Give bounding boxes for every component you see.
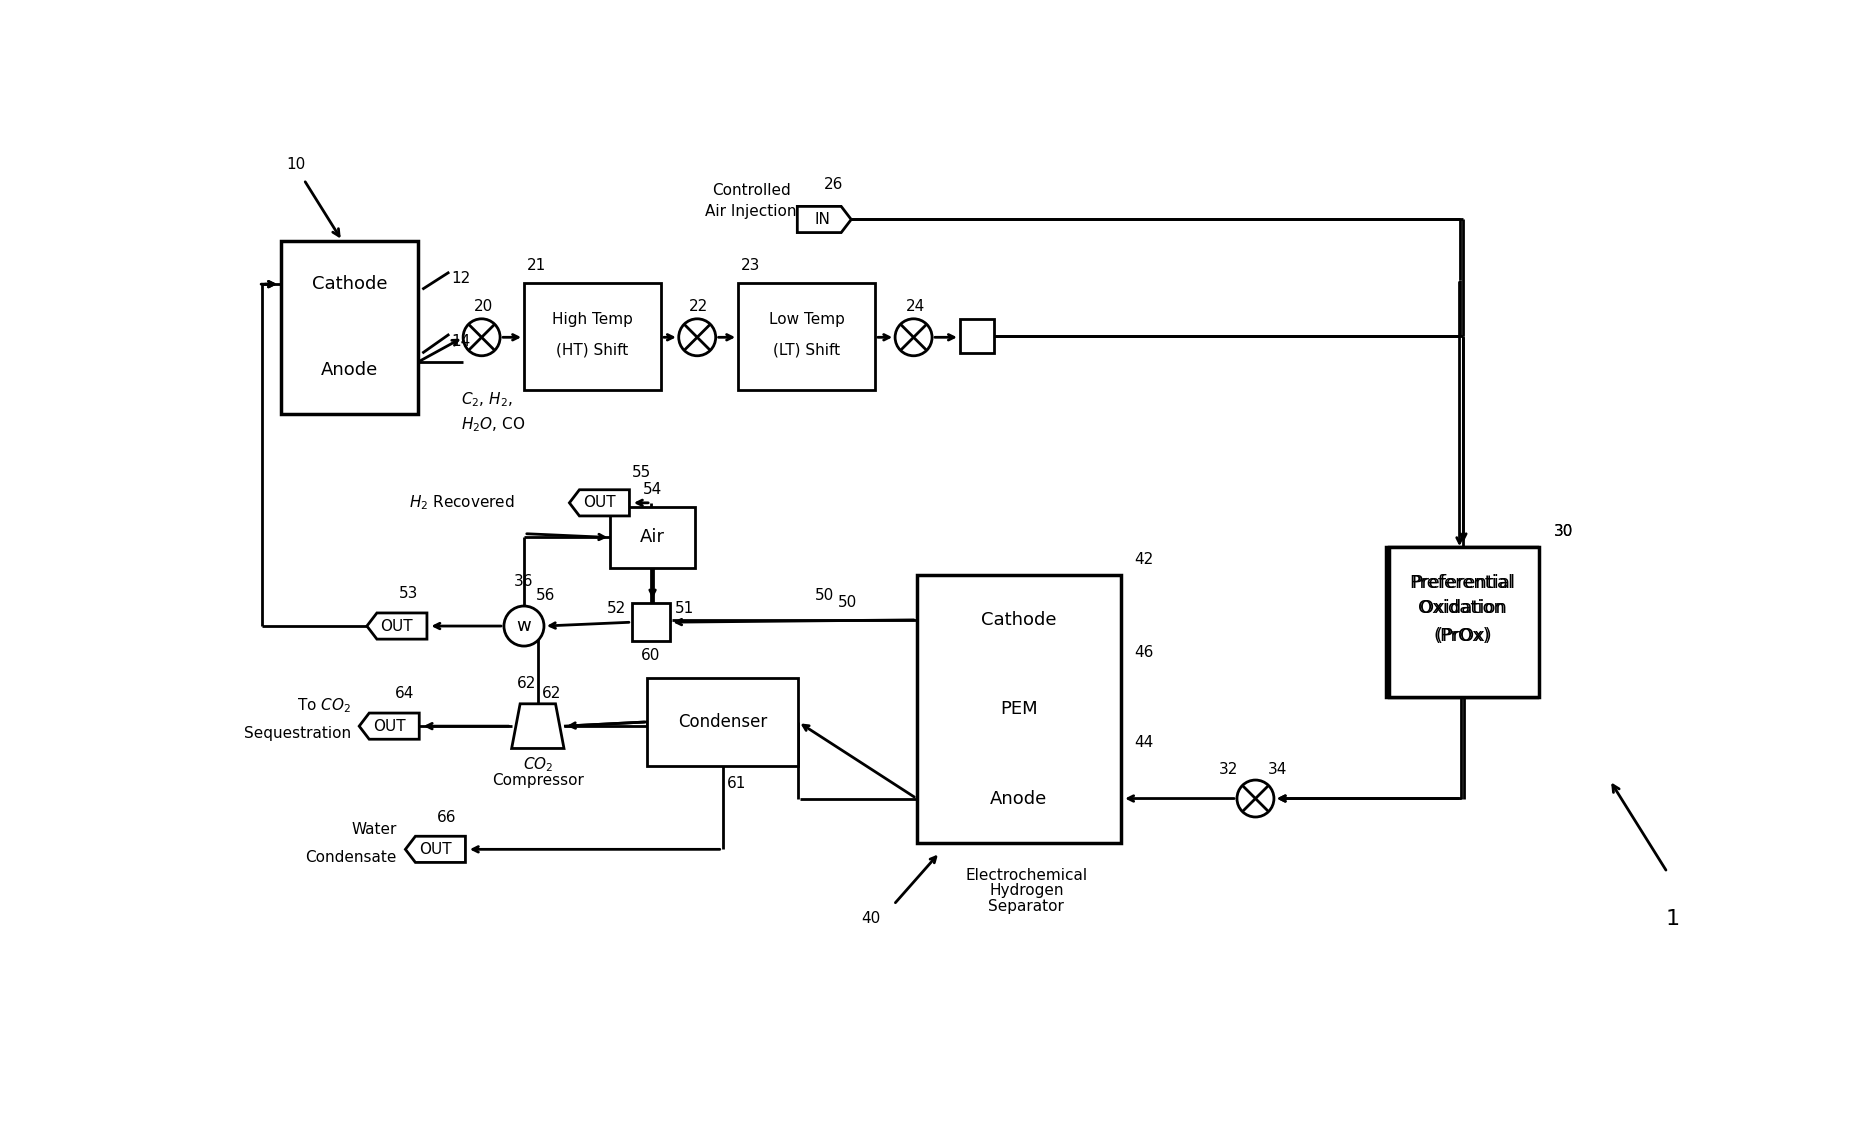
Text: OUT: OUT — [381, 618, 412, 634]
Text: 46: 46 — [1134, 645, 1153, 660]
Polygon shape — [797, 207, 851, 233]
Text: Air: Air — [639, 528, 666, 546]
Text: (HT) Shift: (HT) Shift — [557, 343, 628, 358]
Text: 44: 44 — [1134, 735, 1153, 750]
Text: 51: 51 — [675, 601, 694, 616]
Text: $C_2$, $H_2$,: $C_2$, $H_2$, — [461, 391, 512, 409]
Text: Separator: Separator — [988, 899, 1065, 913]
Text: 21: 21 — [527, 258, 546, 273]
Circle shape — [679, 319, 716, 356]
Text: 54: 54 — [643, 483, 662, 498]
Text: OUT: OUT — [583, 495, 615, 510]
Text: IN: IN — [814, 212, 831, 227]
Text: Preferential: Preferential — [1410, 575, 1513, 592]
Circle shape — [894, 319, 932, 356]
Text: 30: 30 — [1554, 524, 1573, 538]
Text: 23: 23 — [741, 258, 759, 273]
Text: 1: 1 — [1665, 909, 1680, 928]
Text: Condenser: Condenser — [679, 713, 767, 730]
Text: OUT: OUT — [373, 719, 405, 734]
Bar — [523, 283, 662, 391]
Text: $CO_2$: $CO_2$ — [523, 755, 553, 774]
Text: 62: 62 — [542, 686, 561, 701]
Bar — [1389, 546, 1539, 696]
Text: Oxidation: Oxidation — [1418, 599, 1506, 617]
Bar — [609, 507, 696, 568]
Text: Cathode: Cathode — [313, 275, 388, 293]
Text: High Temp: High Temp — [551, 312, 634, 327]
Text: 40: 40 — [861, 911, 879, 926]
Circle shape — [1238, 780, 1273, 817]
Text: 62: 62 — [518, 676, 536, 692]
Text: Cathode: Cathode — [981, 611, 1056, 629]
Text: To $CO_2$: To $CO_2$ — [296, 696, 351, 716]
Text: $H_2$ Recovered: $H_2$ Recovered — [409, 493, 516, 512]
Polygon shape — [368, 613, 428, 640]
Text: OUT: OUT — [420, 842, 452, 857]
Polygon shape — [405, 836, 465, 862]
Text: 56: 56 — [536, 587, 555, 603]
Text: Oxidation: Oxidation — [1419, 599, 1508, 617]
Text: Water: Water — [351, 821, 398, 837]
Text: (PrOx): (PrOx) — [1432, 627, 1491, 644]
Text: Electrochemical: Electrochemical — [966, 868, 1088, 883]
Text: Sequestration: Sequestration — [244, 726, 351, 742]
Text: PEM: PEM — [999, 700, 1037, 718]
Bar — [632, 603, 669, 642]
Bar — [647, 678, 799, 766]
Bar — [960, 319, 994, 352]
Text: 42: 42 — [1134, 552, 1153, 567]
Text: Controlled: Controlled — [712, 183, 791, 198]
Text: 50: 50 — [838, 595, 857, 610]
Text: Preferential: Preferential — [1412, 575, 1515, 592]
Text: 22: 22 — [690, 299, 709, 314]
Text: 55: 55 — [632, 465, 651, 479]
Text: 12: 12 — [452, 272, 471, 286]
Text: Compressor: Compressor — [491, 772, 583, 787]
Circle shape — [504, 605, 544, 646]
Bar — [1386, 546, 1536, 696]
Text: Low Temp: Low Temp — [769, 312, 844, 327]
Text: 32: 32 — [1219, 762, 1238, 777]
Text: Hydrogen: Hydrogen — [990, 884, 1063, 899]
Circle shape — [463, 319, 501, 356]
Text: 61: 61 — [728, 776, 746, 791]
Bar — [739, 283, 876, 391]
Text: Air Injection: Air Injection — [705, 204, 797, 219]
Polygon shape — [512, 704, 564, 749]
Text: 30: 30 — [1554, 524, 1573, 538]
Text: 52: 52 — [608, 601, 626, 616]
Text: Condensate: Condensate — [306, 850, 398, 864]
Text: 14: 14 — [452, 334, 471, 349]
Text: 66: 66 — [437, 810, 457, 825]
Text: 53: 53 — [399, 586, 418, 601]
Text: Anode: Anode — [321, 361, 379, 379]
Polygon shape — [360, 713, 420, 740]
Text: Anode: Anode — [990, 790, 1048, 808]
Polygon shape — [570, 490, 630, 516]
Bar — [281, 241, 418, 414]
Text: 50: 50 — [814, 587, 834, 603]
Text: w: w — [518, 617, 531, 635]
Text: 24: 24 — [906, 299, 924, 314]
Text: 64: 64 — [396, 686, 414, 701]
Text: (LT) Shift: (LT) Shift — [772, 343, 840, 358]
Text: (PrOx): (PrOx) — [1436, 627, 1492, 644]
Text: 36: 36 — [514, 574, 534, 588]
Text: $H_2O$, CO: $H_2O$, CO — [461, 415, 525, 434]
Text: 26: 26 — [823, 176, 844, 192]
Text: 34: 34 — [1268, 762, 1286, 777]
Text: 60: 60 — [641, 648, 660, 662]
Text: 10: 10 — [287, 157, 306, 172]
Text: 20: 20 — [474, 299, 493, 314]
Bar — [917, 575, 1121, 843]
